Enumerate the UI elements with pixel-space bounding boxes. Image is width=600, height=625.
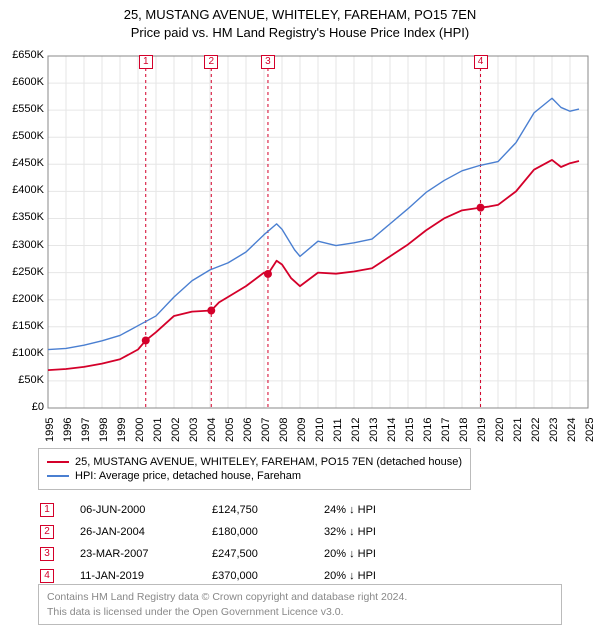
x-tick-label: 1998 bbox=[98, 418, 110, 442]
x-tick-label: 2005 bbox=[224, 418, 236, 442]
event-marker-1: 1 bbox=[139, 55, 153, 69]
x-tick-label: 2018 bbox=[458, 418, 470, 442]
x-tick-label: 2007 bbox=[260, 418, 272, 442]
x-tick-label: 2000 bbox=[134, 418, 146, 442]
event-marker-cell: 1 bbox=[40, 503, 54, 517]
event-delta: 20% ↓ HPI bbox=[324, 544, 388, 564]
x-tick-label: 2021 bbox=[512, 418, 524, 442]
x-tick-label: 2002 bbox=[170, 418, 182, 442]
event-date: 06-JUN-2000 bbox=[80, 500, 210, 520]
y-tick-label: £650K bbox=[4, 49, 44, 61]
series-marker bbox=[207, 307, 215, 315]
x-tick-label: 2014 bbox=[386, 418, 398, 442]
event-date: 11-JAN-2019 bbox=[80, 566, 210, 586]
x-tick-label: 2020 bbox=[494, 418, 506, 442]
x-tick-label: 1997 bbox=[80, 418, 92, 442]
x-tick-label: 2015 bbox=[404, 418, 416, 442]
x-tick-label: 2012 bbox=[350, 418, 362, 442]
event-delta: 24% ↓ HPI bbox=[324, 500, 388, 520]
footer-line-1: Contains HM Land Registry data © Crown c… bbox=[47, 590, 553, 605]
table-row: 1 06-JUN-2000£124,75024% ↓ HPI bbox=[40, 500, 388, 520]
event-price: £180,000 bbox=[212, 522, 322, 542]
x-tick-label: 2009 bbox=[296, 418, 308, 442]
event-marker-2: 2 bbox=[204, 55, 218, 69]
x-tick-label: 2022 bbox=[530, 418, 542, 442]
event-marker-cell: 4 bbox=[40, 569, 54, 583]
events-table: 1 06-JUN-2000£124,75024% ↓ HPI 2 26-JAN-200… bbox=[38, 498, 390, 588]
event-marker-4: 4 bbox=[474, 55, 488, 69]
x-tick-label: 2016 bbox=[422, 418, 434, 442]
x-tick-label: 2001 bbox=[152, 418, 164, 442]
x-tick-label: 2023 bbox=[548, 418, 560, 442]
x-tick-label: 2003 bbox=[188, 418, 200, 442]
legend: 25, MUSTANG AVENUE, WHITELEY, FAREHAM, P… bbox=[38, 448, 471, 490]
y-tick-label: £0 bbox=[4, 401, 44, 413]
y-tick-label: £550K bbox=[4, 103, 44, 115]
x-tick-label: 1999 bbox=[116, 418, 128, 442]
x-tick-label: 2006 bbox=[242, 418, 254, 442]
price-chart bbox=[0, 0, 600, 446]
event-delta: 32% ↓ HPI bbox=[324, 522, 388, 542]
x-tick-label: 2008 bbox=[278, 418, 290, 442]
series-marker bbox=[264, 270, 272, 278]
series-marker bbox=[142, 336, 150, 344]
y-tick-label: £500K bbox=[4, 130, 44, 142]
x-tick-label: 1996 bbox=[62, 418, 74, 442]
series-marker bbox=[477, 204, 485, 212]
x-tick-label: 2011 bbox=[332, 418, 344, 442]
event-marker-cell: 2 bbox=[40, 525, 54, 539]
y-tick-label: £600K bbox=[4, 76, 44, 88]
x-tick-label: 2017 bbox=[440, 418, 452, 442]
y-tick-label: £150K bbox=[4, 320, 44, 332]
legend-label: 25, MUSTANG AVENUE, WHITELEY, FAREHAM, P… bbox=[75, 456, 462, 468]
table-row: 2 26-JAN-2004£180,00032% ↓ HPI bbox=[40, 522, 388, 542]
x-tick-label: 2019 bbox=[476, 418, 488, 442]
table-row: 3 23-MAR-2007£247,50020% ↓ HPI bbox=[40, 544, 388, 564]
event-marker-cell: 3 bbox=[40, 547, 54, 561]
y-tick-label: £450K bbox=[4, 157, 44, 169]
x-tick-label: 2024 bbox=[566, 418, 578, 442]
event-marker-3: 3 bbox=[261, 55, 275, 69]
footer-line-2: This data is licensed under the Open Gov… bbox=[47, 605, 553, 620]
y-tick-label: £300K bbox=[4, 239, 44, 251]
event-price: £247,500 bbox=[212, 544, 322, 564]
event-date: 23-MAR-2007 bbox=[80, 544, 210, 564]
legend-item: 25, MUSTANG AVENUE, WHITELEY, FAREHAM, P… bbox=[47, 456, 462, 468]
x-tick-label: 2004 bbox=[206, 418, 218, 442]
x-tick-label: 1995 bbox=[44, 418, 56, 442]
legend-swatch bbox=[47, 475, 69, 477]
event-price: £370,000 bbox=[212, 566, 322, 586]
legend-swatch bbox=[47, 461, 69, 463]
x-tick-label: 2010 bbox=[314, 418, 326, 442]
y-tick-label: £350K bbox=[4, 211, 44, 223]
footer-note: Contains HM Land Registry data © Crown c… bbox=[38, 584, 562, 625]
y-tick-label: £100K bbox=[4, 347, 44, 359]
legend-item: HPI: Average price, detached house, Fare… bbox=[47, 470, 462, 482]
legend-label: HPI: Average price, detached house, Fare… bbox=[75, 470, 301, 482]
y-tick-label: £50K bbox=[4, 374, 44, 386]
y-tick-label: £400K bbox=[4, 184, 44, 196]
y-tick-label: £250K bbox=[4, 266, 44, 278]
event-date: 26-JAN-2004 bbox=[80, 522, 210, 542]
x-tick-label: 2025 bbox=[584, 418, 596, 442]
y-tick-label: £200K bbox=[4, 293, 44, 305]
table-row: 4 11-JAN-2019£370,00020% ↓ HPI bbox=[40, 566, 388, 586]
x-tick-label: 2013 bbox=[368, 418, 380, 442]
event-delta: 20% ↓ HPI bbox=[324, 566, 388, 586]
event-price: £124,750 bbox=[212, 500, 322, 520]
